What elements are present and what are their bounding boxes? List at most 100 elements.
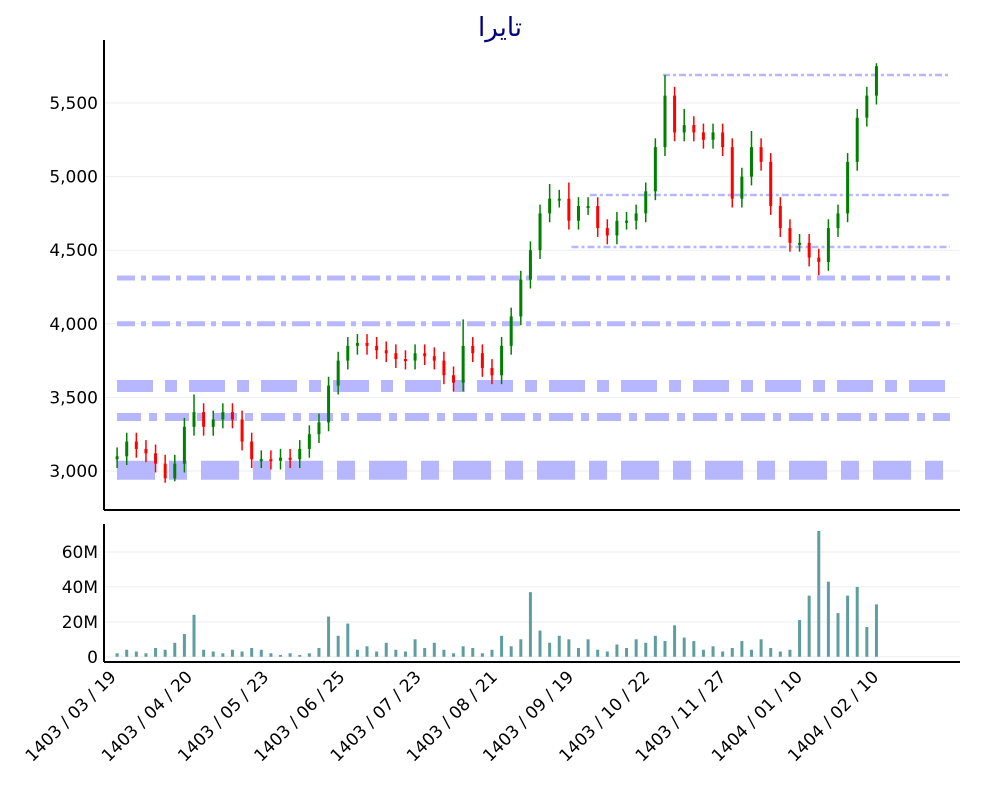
volume-bar [596, 649, 600, 657]
candle-body [288, 457, 292, 460]
volume-bar [202, 649, 206, 657]
volume-tick-label: 0 [87, 648, 98, 668]
price-tick-label: 4,500 [49, 241, 98, 261]
volume-bar [230, 649, 234, 657]
volume-bar [211, 651, 215, 657]
candle-body [346, 345, 350, 361]
price-tick-label: 5,500 [49, 94, 98, 114]
volume-bar [615, 644, 619, 657]
volume-bar [490, 649, 494, 657]
volume-bar [317, 648, 321, 657]
candle-body [788, 228, 792, 243]
candle-body [711, 132, 715, 140]
candle-body [240, 419, 244, 442]
price-tick-label: 3,000 [49, 462, 98, 482]
candle-body [413, 353, 417, 361]
candle-body [692, 125, 696, 133]
volume-bar [528, 592, 532, 657]
candle-body [192, 412, 196, 427]
volume-bar [798, 620, 802, 657]
volume-bar [692, 641, 696, 657]
candle-body [384, 350, 388, 354]
volume-bar [817, 530, 821, 657]
volume-bar [865, 627, 869, 657]
candle-body [653, 147, 657, 192]
volume-bar [769, 648, 773, 657]
volume-bar [480, 653, 484, 657]
volume-bar [250, 648, 254, 657]
volume-bar [576, 648, 580, 657]
candle-body [452, 375, 456, 383]
volume-bar [653, 635, 657, 657]
candle-body [769, 161, 773, 207]
volume-bar [500, 635, 504, 657]
volume-tick-label: 40M [62, 578, 98, 598]
volume-bar [279, 655, 283, 657]
candle-body [807, 242, 811, 258]
volume-bar [432, 642, 436, 657]
candle-body [673, 95, 677, 133]
candle-body [778, 206, 782, 229]
volume-bar [663, 641, 667, 657]
candle-body [365, 342, 369, 346]
price-tick-label: 5,000 [49, 168, 98, 188]
volume-tick-label: 60M [62, 543, 98, 563]
volume-bar [557, 635, 561, 657]
candle-body [269, 459, 273, 462]
candle-body [154, 453, 158, 464]
candle-body [211, 419, 215, 427]
candle-body [432, 356, 436, 361]
candle-body [865, 95, 869, 118]
candle-body [490, 367, 494, 376]
price-grid: 3,000 3,500 4,000 4,500 5,000 5,500 [49, 94, 960, 482]
volume-bar [115, 653, 119, 657]
candle-body [528, 250, 532, 280]
volume-bar [548, 642, 552, 657]
volume-bar [384, 642, 388, 657]
volume-bar [240, 651, 244, 657]
candle-body [134, 441, 138, 449]
candle-body [461, 345, 465, 383]
volume-bar [644, 642, 648, 657]
volume-bar [509, 646, 513, 657]
candle-body [144, 448, 148, 454]
candle-body [279, 457, 283, 461]
volume-bar [749, 649, 753, 657]
candle-body [567, 198, 571, 221]
volume-bar [423, 648, 427, 657]
candle-body [259, 459, 263, 462]
volume-bar [125, 649, 129, 657]
volume-bar [154, 648, 158, 657]
candle-body [576, 206, 580, 221]
volume-bar [269, 653, 273, 657]
candle-body [749, 147, 753, 177]
candle-body [375, 345, 379, 351]
volume-bar [173, 642, 177, 657]
candle-body [202, 412, 206, 427]
volume-bar [874, 604, 878, 657]
candle-body [836, 213, 840, 229]
volume-bar [442, 649, 446, 657]
candle-body [250, 441, 254, 460]
volume-bar [394, 649, 398, 657]
volume-bar [182, 634, 186, 657]
candle-body [500, 345, 504, 376]
candle-body [480, 353, 484, 368]
volume-bar [336, 635, 340, 657]
volume-bar [605, 651, 609, 657]
candle-body [730, 147, 734, 199]
volume-bar [807, 595, 811, 657]
candle-body [759, 147, 763, 162]
volume-bars [115, 530, 878, 657]
candle-body [874, 66, 878, 96]
volume-bar [288, 653, 292, 657]
volume-bar [519, 639, 523, 657]
volume-bar [567, 639, 571, 657]
candle-body [221, 412, 225, 420]
volume-tick-label: 20M [62, 613, 98, 633]
volume-bar [730, 648, 734, 657]
price-tick-label: 4,000 [49, 315, 98, 335]
candle-body [509, 316, 513, 346]
